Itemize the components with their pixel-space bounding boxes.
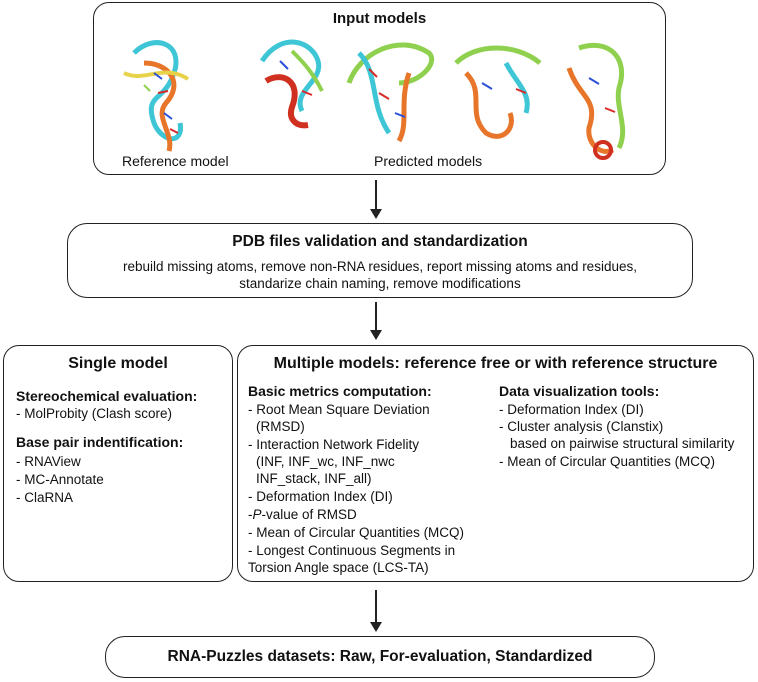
basic-metrics-heading: Basic metrics computation:: [248, 383, 432, 399]
basic-metric-line: - Interaction Network Fidelity: [248, 437, 420, 452]
stereo-heading: Stereochemical evaluation:: [16, 388, 198, 404]
validation-line-2: standarize chain naming, remove modifica…: [239, 276, 521, 291]
predicted-models-label: Predicted models: [374, 153, 483, 169]
reference-model-label: Reference model: [122, 153, 229, 169]
arrow-2: [370, 302, 382, 340]
validation-box: PDB files validation and standardization…: [67, 223, 693, 298]
predicted-model-2-structure: [346, 42, 434, 143]
arrow-1: [370, 180, 382, 219]
basic-metric-line: (RMSD): [256, 419, 305, 434]
basic-metric-line: - Mean of Circular Quantities (MCQ): [248, 525, 465, 540]
viz-line: based on pairwise structural similarity: [510, 436, 735, 451]
basepair-heading: Base pair indentification:: [16, 434, 184, 450]
pvalue-rest: -value of RMSD: [261, 507, 357, 522]
viz-heading: Data visualization tools:: [499, 383, 660, 399]
input-models-box: Input models Reference model Predic: [93, 2, 666, 175]
output-title: RNA-Puzzles datasets: Raw, For-evaluatio…: [167, 648, 593, 665]
viz-line: - Cluster analysis (Clanstix): [499, 419, 664, 434]
multiple-models-title: Multiple models: reference free or with …: [273, 355, 718, 372]
output-box: RNA-Puzzles datasets: Raw, For-evaluatio…: [105, 636, 655, 678]
validation-line-1: rebuild missing atoms, remove non-RNA re…: [123, 259, 637, 274]
single-model-title: Single model: [68, 355, 168, 372]
input-models-title: Input models: [332, 10, 427, 27]
basic-metric-line: Torsion Angle space (LCS-TA): [248, 560, 429, 575]
basic-metric-line: - Longest Continuous Segments in: [248, 543, 456, 558]
arrow-3: [370, 590, 382, 632]
pvalue-prefix: -: [248, 507, 253, 522]
basepair-item: - RNAView: [16, 454, 81, 469]
basic-metric-line: INF_stack, INF_all): [256, 471, 372, 486]
stereo-item: - MolProbity (Clash score): [16, 406, 173, 421]
basepair-item: - MC-Annotate: [16, 472, 104, 487]
basic-metric-line: - Root Mean Square Deviation: [248, 402, 430, 417]
viz-line: - Mean of Circular Quantities (MCQ): [499, 454, 716, 469]
predicted-model-1-structure: [259, 39, 324, 129]
predicted-model-4-structure: [566, 42, 626, 160]
basepair-item: - ClaRNA: [16, 490, 74, 505]
viz-line: - Deformation Index (DI): [499, 402, 644, 417]
pvalue-italic: P: [252, 507, 262, 522]
basic-metric-line: (INF, INF_wc, INF_nwc: [256, 454, 395, 469]
basic-metric-line: - Deformation Index (DI): [248, 489, 393, 504]
multiple-models-box: Multiple models: reference free or with …: [237, 345, 754, 582]
predicted-model-3-structure: [454, 45, 542, 139]
single-model-box: Single model Stereochemical evaluation: …: [3, 345, 233, 582]
reference-model-structure: [123, 40, 190, 152]
pvalue-line: -P-value of RMSD: [248, 506, 357, 523]
validation-title: PDB files validation and standardization: [232, 233, 528, 250]
